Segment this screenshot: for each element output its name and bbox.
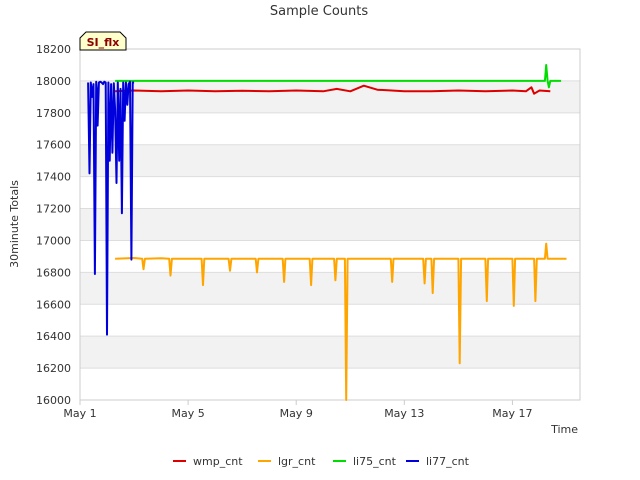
grid-band [80,336,580,369]
y-tick-label: 17400 [36,171,71,184]
grid-band [80,272,580,305]
x-tick-label: May 9 [280,407,313,420]
x-tick-label: May 17 [492,407,532,420]
plot-frame [79,48,581,401]
y-tick-label: 18000 [36,75,71,88]
site-badge-label: SI_flx [87,36,120,49]
legend-label-lgr_cnt: lgr_cnt [278,455,316,468]
y-tick-label: 18200 [36,43,71,56]
y-tick-label: 17600 [36,139,71,152]
series-line-li77_cnt [87,80,135,336]
legend-label-wmp_cnt: wmp_cnt [193,455,243,468]
y-tick-label: 17800 [36,107,71,120]
site-badge: SI_flx [79,31,127,51]
x-axis-label: Time [550,423,578,436]
x-tick-label: May 1 [63,407,96,420]
grid-band [80,144,580,177]
series-lines [87,64,567,401]
y-tick-label: 16000 [36,394,71,407]
series-line-li75_cnt [115,64,562,89]
legend: wmp_cnt lgr_cnt li75_cnt li77_cnt [173,455,470,468]
y-axis-label: 30minute Totals [8,180,21,268]
x-tick-label: May 13 [384,407,424,420]
chart-title: Sample Counts [270,4,368,19]
series-line-lgr_cnt [115,242,567,401]
x-axis-ticks: May 1 May 5 May 9 May 13 May 17 [63,400,533,420]
grid-band [80,80,580,113]
y-tick-label: 16400 [36,330,71,343]
grid-bands [80,80,580,369]
y-tick-label: 17200 [36,203,71,216]
series-line-wmp_cnt [115,84,551,95]
legend-label-li77_cnt: li77_cnt [426,455,470,468]
y-axis-ticks: 16000 16200 16400 16600 16800 17000 17200 17400… [36,43,71,407]
x-tick-label: May 5 [171,407,204,420]
y-tick-label: 16200 [36,362,71,375]
y-tick-label: 16800 [36,266,71,279]
y-tick-label: 16600 [36,298,71,311]
y-tick-label: 17000 [36,234,71,247]
legend-label-li75_cnt: li75_cnt [353,455,397,468]
grid-band [80,208,580,241]
